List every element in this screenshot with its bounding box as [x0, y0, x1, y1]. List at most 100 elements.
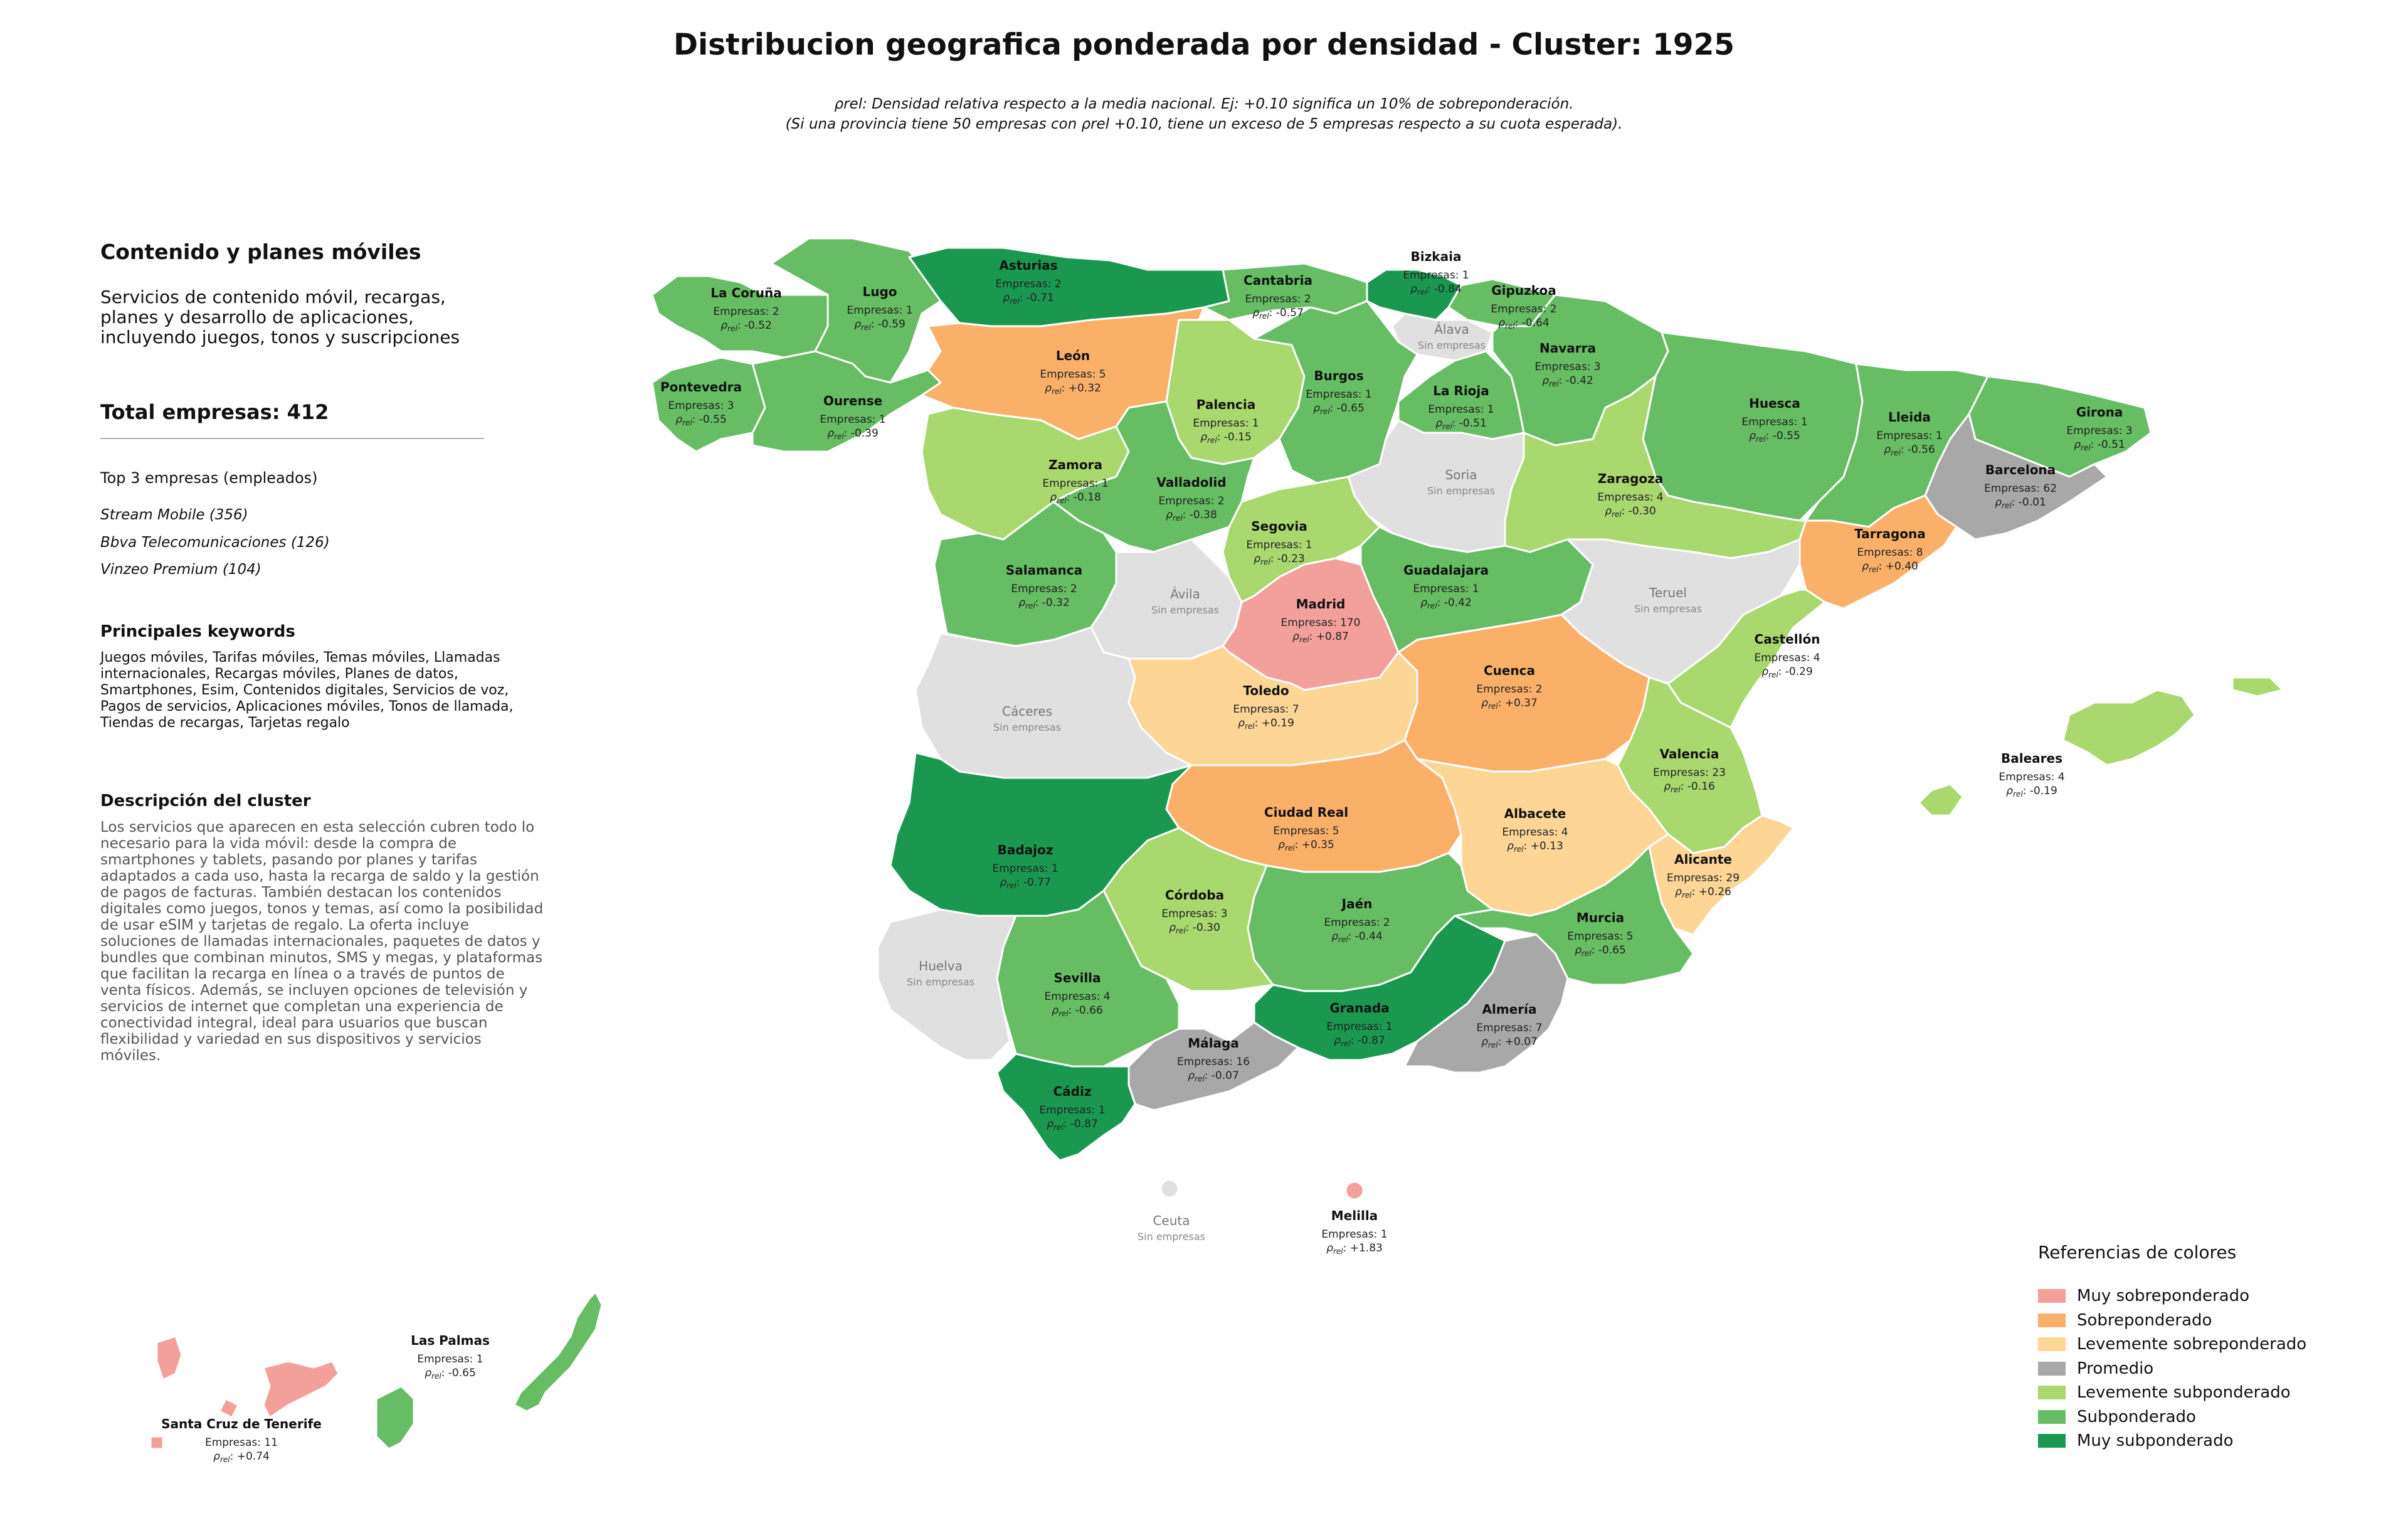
province-rho-value: +0.07	[1505, 1036, 1538, 1048]
legend-label: Levemente subponderado	[2077, 1383, 2291, 1403]
province-name: Girona	[2076, 405, 2123, 420]
province-rho-value: -0.19	[2030, 785, 2057, 797]
province-rho-value: -0.84	[1434, 283, 1462, 295]
province-name: Soria	[1445, 467, 1477, 482]
province-name: Huelva	[919, 958, 963, 974]
no-data-label: Sin empresas	[1138, 1231, 1205, 1243]
province-rho-value: -0.55	[699, 413, 727, 426]
province-rho: ρrel: +1.83	[1326, 1242, 1383, 1256]
province-rho: ρrel: -0.56	[1884, 443, 1935, 457]
province-name: Jaén	[1341, 896, 1373, 911]
province-rho-value: -0.65	[1337, 402, 1365, 415]
province-shape	[1052, 400, 1255, 553]
province-name: Segovia	[1251, 519, 1307, 534]
province-name: Melilla	[1331, 1208, 1378, 1223]
province-rho: ρrel: -0.52	[721, 319, 772, 333]
province-name: Málaga	[1188, 1036, 1239, 1051]
province-rho-value: -0.30	[1193, 921, 1220, 934]
province-rho: ρrel: +0.87	[1292, 630, 1349, 644]
province-rho: ρrel: -0.65	[425, 1367, 476, 1381]
province-count: Empresas: 2	[1476, 683, 1542, 696]
province-rho: ρrel: -0.71	[1003, 292, 1054, 305]
province-rho: ρrel: +0.26	[1675, 886, 1731, 899]
province-name: Baleares	[2001, 751, 2062, 766]
province-rho: ρrel: -0.84	[1410, 283, 1462, 297]
province-name: Sevilla	[1054, 970, 1101, 985]
province-rho: ρrel: -0.38	[1166, 509, 1217, 523]
province-name: Toledo	[1243, 683, 1289, 698]
province-rho: ρrel: -0.18	[1050, 491, 1101, 505]
province-count: Empresas: 1	[1326, 1021, 1392, 1033]
top-company-1: Stream Mobile (356)	[100, 507, 248, 523]
province-name: Madrid	[1296, 597, 1346, 612]
province-rho-value: +0.13	[1531, 840, 1563, 852]
province-count: Empresas: 3	[2066, 425, 2132, 437]
province-rho-value: -0.30	[1629, 505, 1656, 517]
province-name: Gipuzkoa	[1491, 283, 1556, 298]
legend-title: Referencias de colores	[2038, 1242, 2237, 1263]
legend-swatch	[2038, 1313, 2066, 1327]
legend-item: Sobreponderado	[2038, 1308, 2389, 1333]
province-name: Palencia	[1196, 397, 1255, 412]
province-rho: ρrel: +0.40	[1862, 560, 1918, 574]
legend-label: Subponderado	[2077, 1407, 2196, 1426]
legend-item: Levemente subponderado	[2038, 1381, 2389, 1405]
province-name: Navarra	[1539, 341, 1596, 356]
province-count: Empresas: 1	[1876, 430, 1942, 442]
province-rho: ρrel: +0.74	[213, 1450, 270, 1464]
province-rho-value: -0.87	[1358, 1034, 1385, 1047]
cluster-name: Contenido y planes móviles	[100, 240, 421, 264]
cluster-description: Los servicios que aparecen en esta selec…	[100, 819, 544, 1064]
province-name: Cuenca	[1484, 663, 1535, 678]
map-title: Distribucion geografica ponderada por de…	[673, 28, 1735, 62]
province-shape	[1918, 676, 2284, 817]
province-rho-value: -0.51	[2098, 438, 2125, 451]
province-rho: ρrel: -0.19	[2006, 785, 2057, 798]
subtitle-line-1: ρrel: Densidad relativa respecto a la me…	[834, 96, 1574, 112]
province-count: Empresas: 1	[847, 304, 912, 317]
province-count: Empresas: 2	[1324, 916, 1390, 929]
no-data-label: Sin empresas	[993, 721, 1061, 733]
province-count: Empresas: 1	[1193, 417, 1259, 430]
province-name: Ceuta	[1153, 1213, 1190, 1228]
province-name: Albacete	[1504, 806, 1566, 821]
legend-label: Promedio	[2077, 1359, 2154, 1378]
no-data-label: Sin empresas	[1634, 603, 1702, 615]
legend-swatch	[2038, 1337, 2066, 1352]
province-rho-value: -0.18	[1074, 491, 1101, 504]
legend-label: Levemente sobreponderado	[2077, 1335, 2307, 1354]
legend-item: Subponderado	[2038, 1405, 2389, 1430]
province-rho-value: +0.32	[1069, 382, 1101, 395]
province-rho: ρrel: -0.55	[675, 413, 727, 427]
province-shape	[1403, 933, 1569, 1074]
province-rho-value: -0.16	[1687, 780, 1715, 793]
province-rho: ρrel: -0.55	[1749, 430, 1800, 443]
province-name: Valencia	[1660, 746, 1719, 761]
province-rho-value: -0.23	[1277, 553, 1305, 565]
province-rho-value: -0.65	[448, 1367, 476, 1379]
province-count: Empresas: 8	[1857, 546, 1923, 559]
province-name: Las Palmas	[411, 1333, 490, 1348]
province-count: Empresas: 1	[1042, 477, 1108, 490]
province-shape	[375, 1291, 603, 1450]
province-count: Empresas: 7	[1233, 703, 1299, 716]
province-count: Empresas: 2	[1158, 495, 1224, 507]
province-count: Empresas: 1	[1039, 1104, 1105, 1117]
province-rho-value: -0.77	[1023, 876, 1051, 889]
province-rho: ρrel: -0.01	[1995, 496, 2046, 510]
province-count: Empresas: 2	[1011, 583, 1077, 595]
province-rho-value: -0.32	[1042, 597, 1070, 609]
province-rho: ρrel: -0.57	[1252, 307, 1304, 321]
description-title: Descripción del cluster	[100, 792, 311, 810]
province-count: Empresas: 62	[1984, 482, 2057, 495]
province-count: Empresas: 5	[1567, 930, 1633, 943]
province-count: Empresas: 5	[1040, 368, 1106, 381]
province-name: Burgos	[1314, 368, 1363, 383]
province-rho: ρrel: -0.77	[1000, 876, 1051, 890]
province-rho-value: -0.87	[1070, 1118, 1098, 1130]
province-rho-value: -0.59	[878, 318, 906, 331]
province-rho-value: +0.40	[1886, 560, 1918, 573]
province-rho-value: -0.29	[1785, 666, 1813, 678]
province-rho-value: +0.19	[1262, 717, 1294, 730]
